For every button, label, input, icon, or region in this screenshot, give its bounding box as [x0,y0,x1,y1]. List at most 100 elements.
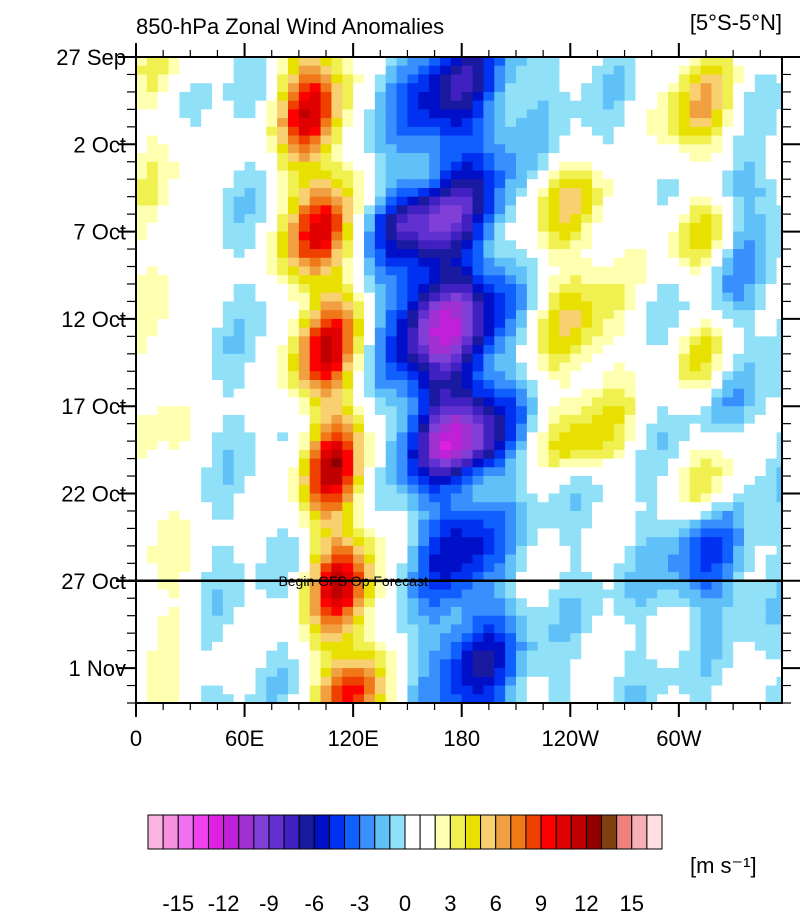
heat-cell [364,633,376,643]
heat-cell [483,249,495,259]
heat-cell [646,615,658,626]
heat-cell [700,371,713,381]
heat-cell [744,615,756,626]
heat-cell [668,275,680,285]
heat-cell [635,179,647,189]
heat-cell [374,327,387,337]
heat-cell [298,484,311,495]
heat-cell [548,676,561,687]
heat-cell [201,283,213,294]
heat-cell [722,65,734,76]
heat-cell [157,231,170,241]
heat-cell [418,380,430,390]
heat-cell [222,153,235,163]
heat-cell [526,423,539,433]
heat-cell [613,554,626,564]
heat-cell [342,301,354,311]
heat-cell [364,240,376,250]
heat-cell [320,310,333,320]
heat-cell [526,231,539,241]
heat-cell [266,345,278,355]
heat-cell [613,301,626,311]
heat-cell [244,371,257,381]
heat-cell [472,135,485,145]
heat-cell [754,371,767,381]
heat-cell [516,528,528,538]
heat-cell [754,572,767,582]
heat-cell [146,327,159,337]
heat-cell [396,449,409,460]
heat-cell [516,362,528,372]
heat-cell [744,353,756,364]
heat-cell [505,336,517,346]
heat-cell [592,572,604,582]
heat-cell [635,458,647,468]
heat-cell [516,266,528,276]
heat-cell [494,449,506,460]
heat-cell [505,205,517,215]
heat-cell [537,100,550,110]
plot-frame [135,56,783,704]
heat-cell [635,74,647,84]
heat-cell [309,449,322,460]
heat-cell [472,537,485,547]
heat-cell [526,371,539,381]
heat-cell [483,57,495,67]
heat-cell [537,187,550,198]
heat-cell [418,187,430,198]
heat-cell [266,205,278,215]
heat-cell [570,310,582,320]
heat-cell [309,214,322,224]
heat-cell [711,676,723,687]
heat-cell [374,283,387,294]
heat-cell [559,135,571,145]
heat-cell [646,362,658,372]
heat-cell [277,275,289,285]
heat-cell [374,266,387,276]
heat-cell [146,668,159,678]
heat-cell [765,598,778,608]
heat-cell [526,580,539,591]
heat-cell [668,502,680,512]
heat-cell [483,362,495,372]
heat-cell [526,432,539,442]
heat-cell [418,100,430,110]
heat-cell [201,554,213,564]
heat-cell [266,292,278,303]
heat-cell [646,144,658,154]
heat-cell [396,126,409,137]
heat-cell [136,310,148,320]
heat-cell [613,205,626,215]
heat-cell [635,510,647,521]
heat-cell [255,598,267,608]
heat-cell [407,694,419,704]
heat-cell [233,476,246,486]
heat-cell [353,301,365,311]
heat-cell [722,388,734,399]
heat-cell [548,310,561,320]
heat-cell [657,685,669,695]
heat-cell [581,397,593,407]
heat-cell [157,179,170,189]
heat-cell [440,380,452,390]
heat-cell [613,467,626,477]
heat-cell [374,100,387,110]
heat-cell [450,388,463,399]
y-tick-label: 12 Oct [61,307,126,332]
heat-cell [364,371,376,381]
heat-cell [537,441,550,451]
heat-cell [733,397,745,407]
heat-cell [244,240,257,250]
heat-cell [754,423,767,433]
heat-cell [364,135,376,145]
heat-cell [179,432,191,442]
heat-cell [157,153,170,163]
heat-cell [440,423,452,433]
heat-cell [190,353,202,364]
heat-cell [385,57,398,67]
heat-cell [570,249,582,259]
heat-cell [559,187,571,198]
heat-cell [668,572,680,582]
heat-cell [440,283,452,294]
heat-cell [364,205,376,215]
